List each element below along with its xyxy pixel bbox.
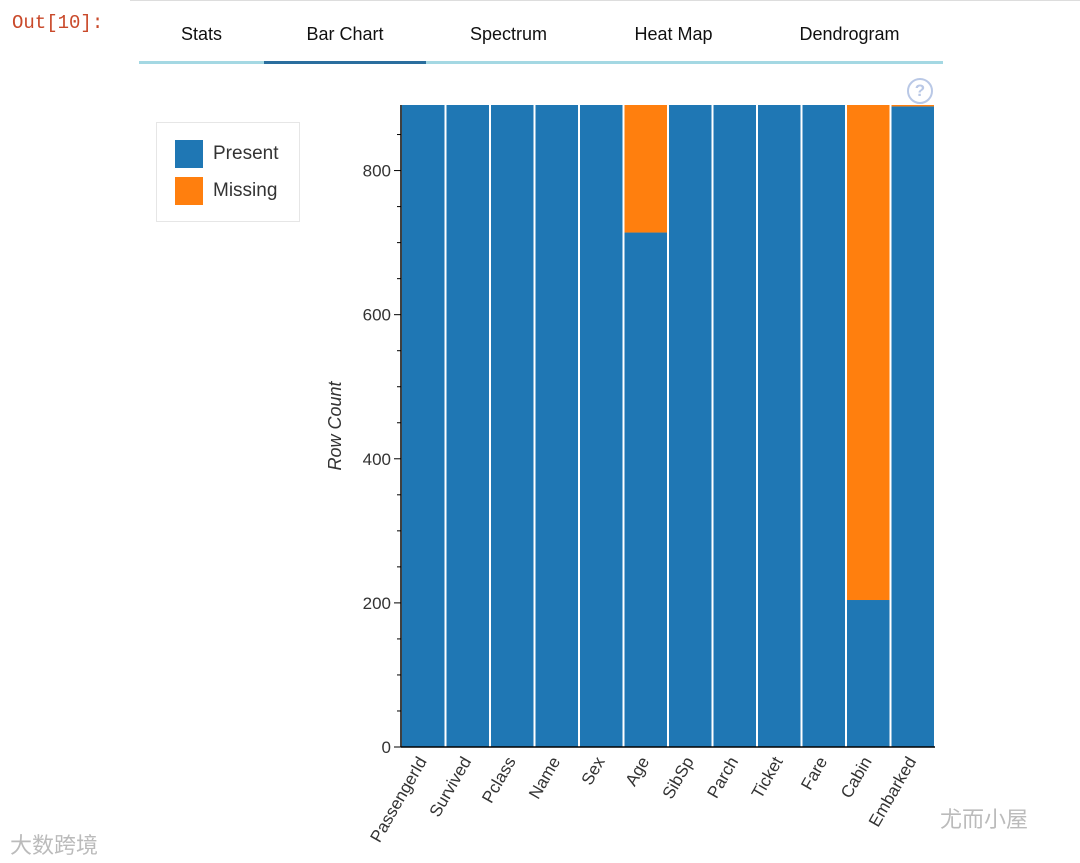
bar-present: [402, 105, 445, 747]
bar-missing: [624, 105, 667, 233]
tab-dendrogram[interactable]: Dendrogram: [799, 24, 900, 44]
x-tick-label: Fare: [797, 754, 831, 794]
y-tick-label: 600: [363, 306, 391, 325]
watermark-right: 尤而小屋: [940, 807, 1029, 832]
legend-label: Present: [213, 143, 279, 164]
bar-present: [713, 105, 756, 747]
bar-missing: [847, 105, 890, 601]
chart-legend: Present Missing: [156, 122, 300, 222]
question-circle-icon[interactable]: ?: [907, 78, 933, 104]
bar-missing: [891, 105, 934, 107]
output-prompt: Out[10]:: [12, 12, 104, 34]
legend-swatch-present: [175, 140, 203, 168]
tab-spectrum[interactable]: Spectrum: [469, 24, 548, 44]
y-tick-label: 200: [363, 594, 391, 613]
bar-present: [535, 105, 578, 747]
tab-heat-map[interactable]: Heat Map: [634, 24, 713, 44]
x-tick-label: Age: [622, 754, 654, 790]
x-tick-label: Name: [525, 754, 564, 803]
bar-present: [580, 105, 623, 747]
bar-present: [446, 105, 489, 747]
y-tick-label: 400: [363, 450, 391, 469]
tab-bar: Stats Bar Chart Spectrum Heat Map Dendro…: [139, 22, 943, 64]
tab-stats[interactable]: Stats: [180, 24, 223, 44]
tab-bar-chart[interactable]: Bar Chart: [264, 22, 426, 64]
bar-present: [847, 600, 890, 747]
x-tick-label: Survived: [426, 754, 476, 821]
bar-present: [802, 105, 845, 747]
x-tick-label: SibSp: [659, 754, 698, 803]
bar-present: [891, 106, 934, 747]
bar-present: [669, 105, 712, 747]
bar-present: [491, 105, 534, 747]
x-tick-label: PassengerId: [367, 754, 431, 846]
legend-label: Missing: [213, 180, 278, 201]
bar-present: [624, 232, 667, 748]
y-tick-label: 800: [363, 162, 391, 181]
x-tick-label: Ticket: [748, 753, 787, 801]
cell-divider: [130, 0, 1080, 1]
legend-item-missing[interactable]: Missing: [175, 177, 277, 205]
x-tick-label: Parch: [704, 754, 743, 802]
watermark-left: 大数跨境: [10, 833, 99, 858]
legend-item-present[interactable]: Present: [175, 140, 278, 168]
legend-swatch-missing: [175, 177, 203, 205]
bar-present: [758, 105, 801, 747]
y-axis-label: Row Count: [325, 380, 345, 470]
x-tick-label: Sex: [578, 753, 609, 788]
y-tick-label: 0: [382, 738, 391, 757]
x-tick-label: Cabin: [837, 754, 876, 802]
x-tick-label: Pclass: [478, 754, 519, 807]
